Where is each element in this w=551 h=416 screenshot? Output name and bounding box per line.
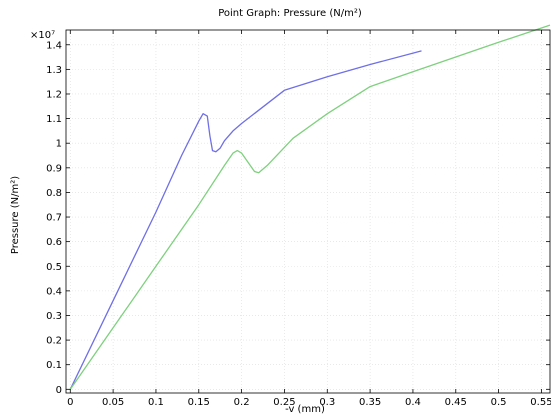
y-tick-label: 0.3 [46,311,62,322]
y-tick-label: 1.2 [46,89,62,100]
y-tick-label: 1 [56,139,62,150]
y-tick-label: 0.2 [46,336,62,347]
x-tick-label: 0.4 [405,397,421,408]
y-tick-label: 1.4 [46,40,62,51]
plot-frame [65,29,551,394]
y-axis-multiplier: ×10⁷ [30,30,55,41]
y-tick-label: 0.6 [46,237,62,248]
ticks: 0 0.05 0.1 0.15 0.2 0.25 0.3 0.35 0.4 0.45 0.5 0.55… [46,30,551,408]
y-tick-label: 0.1 [46,360,62,371]
series-line-2 [69,24,551,390]
y-tick-label: 0.7 [46,213,62,224]
chart-title: Point Graph: Pressure (N/m²) [218,8,362,19]
x-tick-label: 0 [67,397,73,408]
y-tick-label: 1.1 [46,114,62,125]
x-tick-label: 0.3 [319,397,335,408]
x-tick-label: 0.55 [530,397,551,408]
x-axis-label: -v (mm) [285,404,325,415]
y-tick-label: 1.3 [46,65,62,76]
y-tick-label: 0 [56,385,62,396]
y-tick-label: 0.9 [46,163,62,174]
series-group [69,24,551,390]
x-tick-label: 0.05 [102,397,124,408]
x-tick-label: 0.1 [148,397,164,408]
x-tick-label: 0.25 [273,397,295,408]
y-tick-label: 0.5 [46,262,62,273]
y-tick-label: 0.8 [46,188,62,199]
x-tick-label: 0.45 [445,397,467,408]
series-line-1 [69,50,422,390]
x-tick-label: 0.5 [491,397,507,408]
y-tick-label: 0.4 [46,286,62,297]
y-axis-label: Pressure (N/m²) [10,176,21,254]
x-tick-label: 0.35 [359,397,381,408]
x-tick-label: 0.15 [188,397,210,408]
x-tick-label: 0.2 [234,397,250,408]
